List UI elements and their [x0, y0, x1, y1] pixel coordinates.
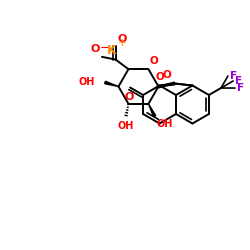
- Text: +: +: [118, 38, 126, 48]
- Polygon shape: [105, 81, 118, 86]
- Text: K: K: [107, 44, 117, 57]
- Text: O: O: [90, 44, 100, 54]
- Text: F: F: [237, 83, 244, 93]
- Polygon shape: [148, 104, 156, 117]
- Text: OH: OH: [118, 120, 134, 130]
- Polygon shape: [158, 82, 175, 86]
- Text: OH: OH: [157, 119, 173, 129]
- Text: O: O: [124, 92, 134, 102]
- Text: −: −: [100, 42, 110, 55]
- Text: F: F: [235, 76, 242, 86]
- Text: O: O: [163, 70, 172, 81]
- Text: F: F: [230, 71, 237, 81]
- Polygon shape: [158, 84, 174, 88]
- Text: O: O: [150, 56, 158, 66]
- Text: O: O: [118, 34, 127, 43]
- Text: OH: OH: [79, 78, 95, 88]
- Text: O: O: [155, 72, 164, 83]
